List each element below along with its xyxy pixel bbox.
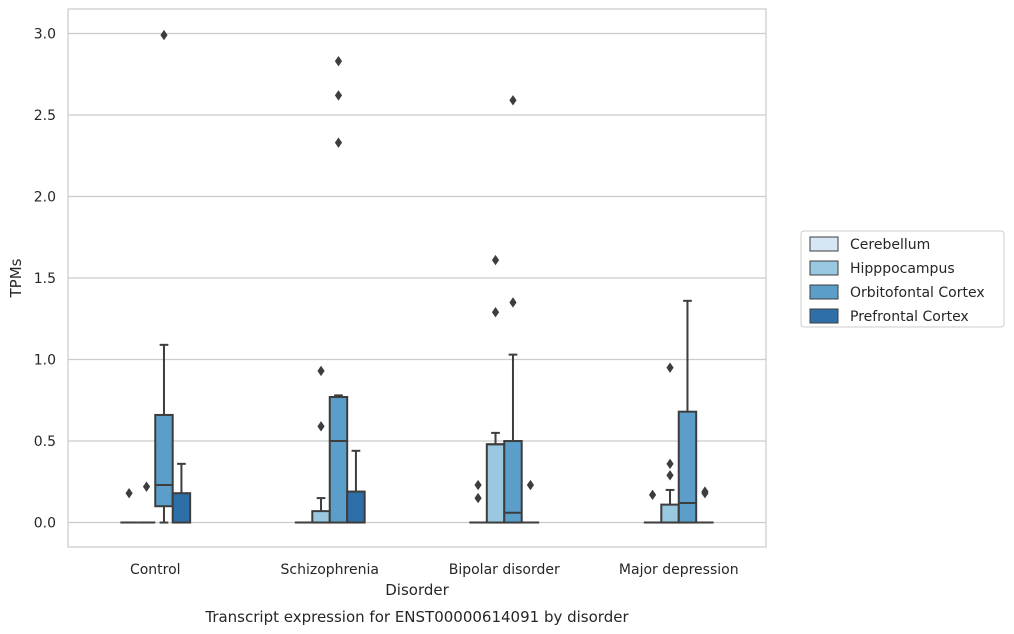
outlier-point: [317, 421, 325, 432]
x-tick-label: Schizophrenia: [281, 562, 379, 578]
box-orbitofontal-cortex: [154, 29, 174, 524]
box-rect: [660, 503, 680, 524]
outlier-point: [317, 365, 325, 377]
grid-lines: [68, 32, 766, 524]
legend-swatch: [809, 260, 839, 276]
outlier-point: [160, 29, 168, 41]
box-orbitofontal-cortex: [503, 95, 523, 524]
box-rect: [503, 440, 523, 524]
legend-label: Hipppocampus: [850, 261, 955, 277]
y-tick-label: 0.0: [34, 516, 56, 532]
y-tick-label: 0.5: [34, 434, 56, 450]
y-tick-label: 2.0: [34, 189, 56, 205]
box-cerebellum: [120, 488, 138, 524]
outlier-point: [666, 458, 674, 470]
x-axis-ticks: Control Schizophrenia Bipolar disorder Majo…: [130, 562, 739, 578]
outlier-point: [491, 307, 500, 318]
x-tick-label: Control: [130, 562, 181, 578]
box-hipppocampus: [311, 365, 331, 524]
outlier-point: [526, 479, 535, 491]
y-tick-label: 1.5: [34, 271, 56, 287]
box-orbitofontal-cortex: [677, 299, 698, 524]
plot-frame: [67, 8, 767, 548]
legend-frame: [800, 230, 1005, 328]
y-tick-label: 1.0: [34, 353, 56, 369]
box-hipppocampus: [137, 481, 156, 524]
legend-label: Prefrontal Cortex: [850, 309, 969, 325]
box-hipppocampus: [485, 254, 506, 524]
box-prefrontal-cortex: [521, 479, 540, 524]
outlier-point: [509, 95, 517, 106]
y-tick-label: 2.5: [34, 108, 56, 124]
outlier-point: [666, 470, 674, 481]
outlier-point: [334, 90, 343, 101]
box-series: [120, 29, 714, 524]
box-prefrontal-cortex: [696, 486, 714, 524]
box-rect: [677, 410, 698, 524]
box-rect: [485, 443, 506, 524]
y-axis-label: TPMs: [7, 258, 25, 298]
box-rect: [311, 510, 331, 524]
outlier-point: [666, 362, 674, 373]
outlier-point: [474, 479, 482, 491]
y-axis-ticks: 0.0 0.5 1.0 1.5 2.0 2.5 3.0: [34, 26, 56, 531]
legend-label: Orbitofontal Cortex: [850, 285, 985, 301]
x-tick-label: Major depression: [619, 562, 739, 578]
box-prefrontal-cortex: [346, 449, 366, 524]
box-rect: [171, 492, 192, 524]
box-cerebellum: [469, 479, 487, 524]
legend-swatch: [809, 308, 839, 324]
box-cerebellum: [643, 489, 662, 524]
outlier-point: [334, 137, 343, 148]
x-axis-label: Disorder: [385, 581, 449, 599]
outlier-point: [125, 488, 133, 499]
legend-swatch: [809, 284, 839, 300]
outlier-point: [509, 297, 517, 308]
box-orbitofontal-cortex: [328, 55, 349, 524]
legend-swatch: [809, 236, 839, 252]
box-rect: [346, 490, 366, 524]
outlier-point: [701, 486, 709, 497]
outlier-point: [142, 481, 151, 492]
box-rect: [154, 413, 174, 508]
legend-label: Cerebellum: [850, 237, 930, 253]
outlier-point: [491, 254, 500, 266]
box-rect: [328, 396, 349, 524]
x-tick-label: Bipolar disorder: [449, 562, 560, 578]
outlier-point: [648, 489, 657, 501]
legend: Cerebellum Hipppocampus Orbitofontal Corte…: [800, 230, 1005, 328]
y-tick-label: 3.0: [34, 26, 56, 42]
box-hipppocampus: [660, 362, 680, 524]
outlier-point: [334, 55, 343, 67]
box-prefrontal-cortex: [171, 462, 192, 524]
chart-caption: Transcript expression for ENST0000061409…: [204, 608, 629, 626]
outlier-point: [474, 492, 482, 504]
